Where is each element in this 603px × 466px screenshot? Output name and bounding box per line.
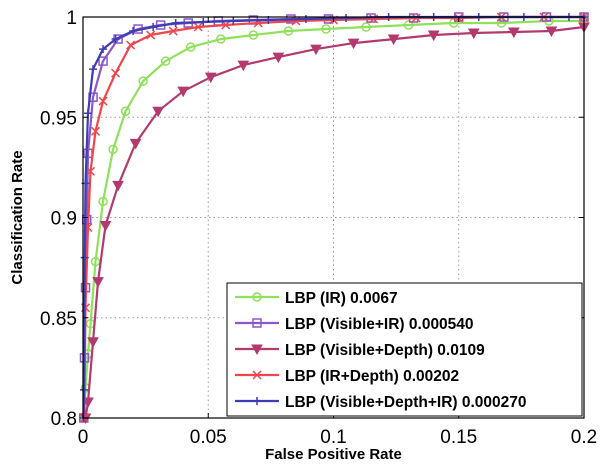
- data-point: [342, 14, 351, 23]
- data-point: [80, 385, 89, 394]
- x-tick-label: 0.1: [320, 427, 346, 448]
- legend-marker: [252, 292, 262, 302]
- data-point: [216, 34, 226, 44]
- data-point: [467, 28, 480, 40]
- data-point: [99, 45, 108, 54]
- data-point: [310, 44, 322, 56]
- data-point: [361, 22, 371, 32]
- data-point: [160, 56, 171, 66]
- legend-marker: [253, 397, 261, 405]
- data-point: [496, 18, 507, 28]
- data-point: [177, 86, 190, 98]
- data-point: [112, 180, 124, 192]
- axis-ticks: 0 0.05 0.1 0.15 0.2 0.8 0.85 0.9 0.95 1: [40, 8, 597, 448]
- data-point: [98, 196, 108, 207]
- data-point: [92, 277, 104, 288]
- data-point: [98, 56, 108, 66]
- legend-item: LBP (IR) 0.0067: [235, 290, 398, 307]
- data-point: [508, 27, 520, 39]
- series-layer: [79, 12, 590, 425]
- y-tick-label: 1: [66, 8, 77, 29]
- data-point: [427, 30, 440, 42]
- data-point: [111, 68, 121, 78]
- y-axis-label: Classification Rate: [9, 150, 26, 284]
- legend-item: LBP (Visible+IR) 0.000540: [235, 316, 474, 333]
- data-point: [237, 60, 250, 72]
- legend-item: LBP (Visible+Depth) 0.0109: [235, 342, 485, 359]
- data-point: [126, 40, 136, 50]
- y-tick-label: 0.9: [51, 209, 77, 230]
- data-point: [90, 256, 101, 267]
- data-point: [99, 221, 112, 232]
- data-point: [84, 109, 93, 118]
- legend-marker: [252, 370, 262, 380]
- data-point: [387, 34, 400, 46]
- data-point: [168, 26, 178, 36]
- x-tick-label: 0.05: [190, 427, 227, 448]
- series-line: [83, 19, 584, 419]
- y-tick-label: 0.8: [51, 409, 77, 430]
- data-point: [80, 253, 89, 262]
- data-point: [171, 19, 180, 28]
- data-point: [272, 52, 285, 64]
- data-point: [301, 15, 310, 24]
- legend: LBP (IR) 0.0067 LBP (Visible+IR) 0.000540…: [226, 282, 583, 417]
- legend-item: LBP (IR+Depth) 0.00202: [235, 368, 459, 385]
- x-tick-label: 0.2: [571, 427, 597, 448]
- data-point: [129, 138, 142, 150]
- data-point: [321, 24, 331, 34]
- data-point: [193, 22, 203, 32]
- data-point: [89, 65, 98, 74]
- data-point: [98, 96, 108, 106]
- data-point: [545, 26, 558, 38]
- legend-label: LBP (Visible+Depth) 0.0109: [285, 342, 485, 359]
- data-point: [204, 72, 217, 84]
- data-point: [199, 18, 208, 27]
- legend-marker: [252, 318, 262, 328]
- data-point: [87, 337, 99, 348]
- legend-box: [226, 282, 583, 417]
- x-axis-label: False Positive Rate: [265, 446, 402, 463]
- y-tick-label: 0.95: [40, 108, 77, 129]
- data-point: [90, 126, 101, 136]
- data-point: [152, 106, 164, 118]
- legend-label: LBP (IR) 0.0067: [285, 290, 398, 307]
- data-point: [129, 27, 138, 36]
- data-point: [248, 30, 259, 40]
- legend-label: LBP (IR+Depth) 0.00202: [285, 368, 459, 385]
- data-point: [347, 38, 360, 50]
- legend-marker: [251, 344, 263, 356]
- data-point: [146, 30, 156, 40]
- data-point: [111, 35, 120, 44]
- x-tick-label: 0.15: [440, 427, 477, 448]
- data-point: [108, 144, 118, 155]
- data-point: [120, 106, 131, 116]
- legend-label: LBP (Visible+IR) 0.000540: [285, 316, 474, 333]
- data-point: [138, 76, 148, 86]
- data-point: [403, 20, 414, 30]
- data-point: [283, 26, 294, 36]
- x-tick-label: 0: [78, 427, 89, 448]
- data-point: [149, 23, 158, 32]
- y-tick-label: 0.85: [40, 309, 77, 330]
- legend-item: LBP (Visible+Depth+IR) 0.000270: [235, 394, 527, 411]
- series-line: [84, 25, 585, 419]
- data-point: [229, 17, 238, 26]
- data-point: [85, 166, 96, 176]
- legend-label: LBP (Visible+Depth+IR) 0.000270: [285, 394, 527, 411]
- data-point: [185, 42, 196, 52]
